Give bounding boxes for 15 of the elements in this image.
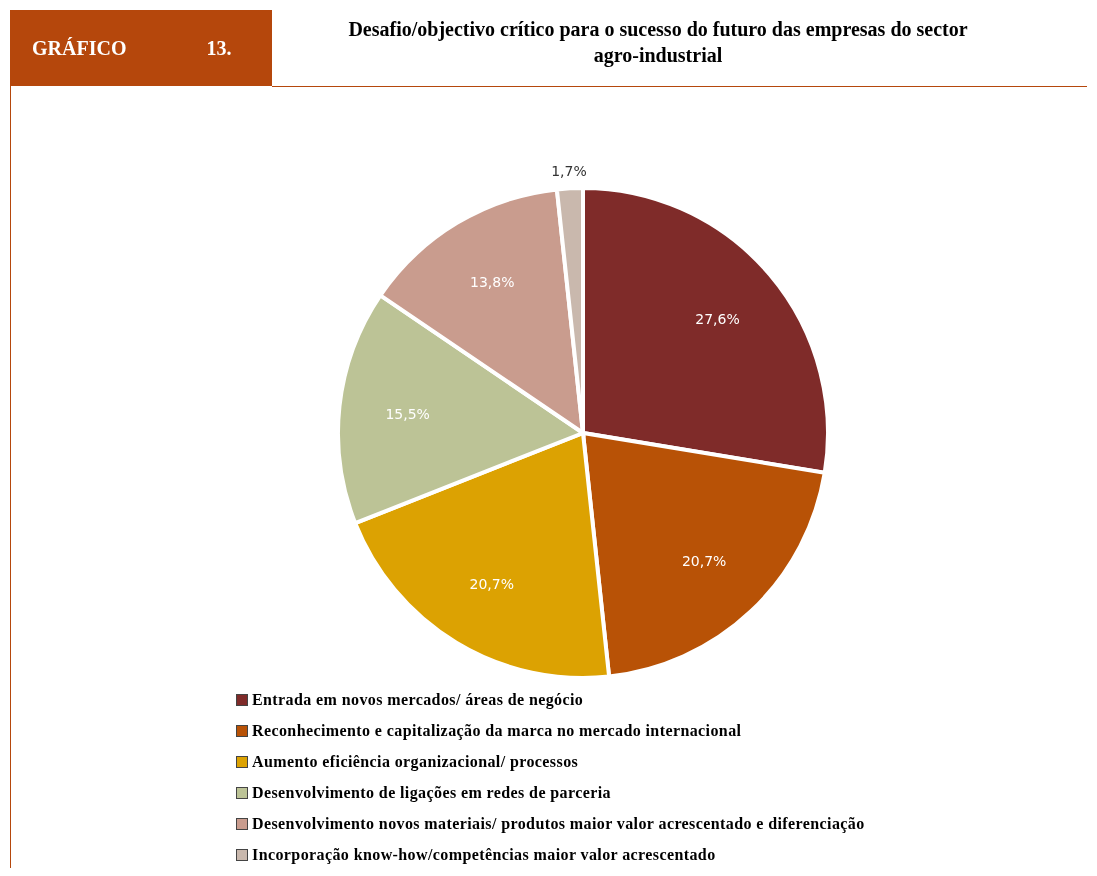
legend-label: Desenvolvimento novos materiais/ produtos maior valor acrescentado e diferenciação bbox=[252, 814, 865, 833]
legend-label: Reconhecimento e capitalização da marca no mercado internacional bbox=[252, 721, 742, 740]
legend-label: Aumento eficiência organizacional/ processos bbox=[252, 752, 579, 771]
data-label: 27,6% bbox=[695, 310, 740, 327]
legend-label: Desenvolvimento de ligações em redes de parceria bbox=[252, 783, 611, 802]
text: GRÁFICO bbox=[32, 36, 127, 60]
data-label: 20,7% bbox=[469, 575, 515, 592]
data-label: 15,5% bbox=[385, 405, 430, 422]
data-label: 13,8% bbox=[470, 273, 515, 290]
legend-label: Entrada em novos mercados/ áreas de negócio bbox=[252, 690, 584, 709]
data-label: 1,7% bbox=[551, 163, 587, 180]
text: 13. bbox=[206, 36, 232, 60]
chart-title: Desafio/objectivo crítico para o sucesso do futuro das empresas do sector agro-industrial bbox=[347, 17, 969, 68]
data-label: 20,7% bbox=[681, 553, 727, 570]
legend-label: Incorporação know-how/competências maior valor acrescentado bbox=[252, 845, 716, 864]
